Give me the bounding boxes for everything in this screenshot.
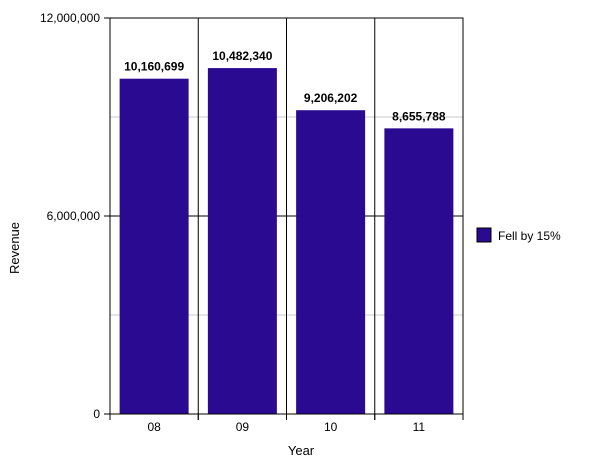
y-tick-label: 6,000,000 (47, 209, 101, 223)
legend-label: Fell by 15% (498, 229, 561, 243)
data-label-09: 10,482,340 (212, 49, 272, 63)
data-labels: 10,160,699 10,482,340 9,206,202 8,655,788 (124, 49, 446, 123)
bars (119, 68, 454, 415)
data-label-10: 9,206,202 (304, 91, 358, 105)
x-tick-label-08: 08 (147, 420, 161, 434)
x-tick-label-09: 09 (236, 420, 250, 434)
data-label-11: 8,655,788 (392, 109, 446, 123)
bar-11 (384, 128, 454, 414)
y-axis-title: Revenue (7, 222, 22, 274)
legend-swatch (476, 227, 492, 243)
x-tick-label-10: 10 (324, 420, 338, 434)
bar-09 (207, 68, 277, 415)
y-tick-label: 12,000,000 (40, 11, 100, 25)
bar-08 (119, 78, 189, 414)
bar-10 (296, 110, 366, 414)
y-tick-label: 0 (93, 407, 100, 421)
x-tick-label-11: 11 (413, 420, 426, 434)
x-axis-title: Year (288, 443, 315, 458)
axis-ticks: 08 09 10 11 0 6,000,000 12,000,000 (40, 11, 464, 434)
legend: Fell by 15% (476, 227, 561, 243)
data-label-08: 10,160,699 (124, 60, 184, 74)
